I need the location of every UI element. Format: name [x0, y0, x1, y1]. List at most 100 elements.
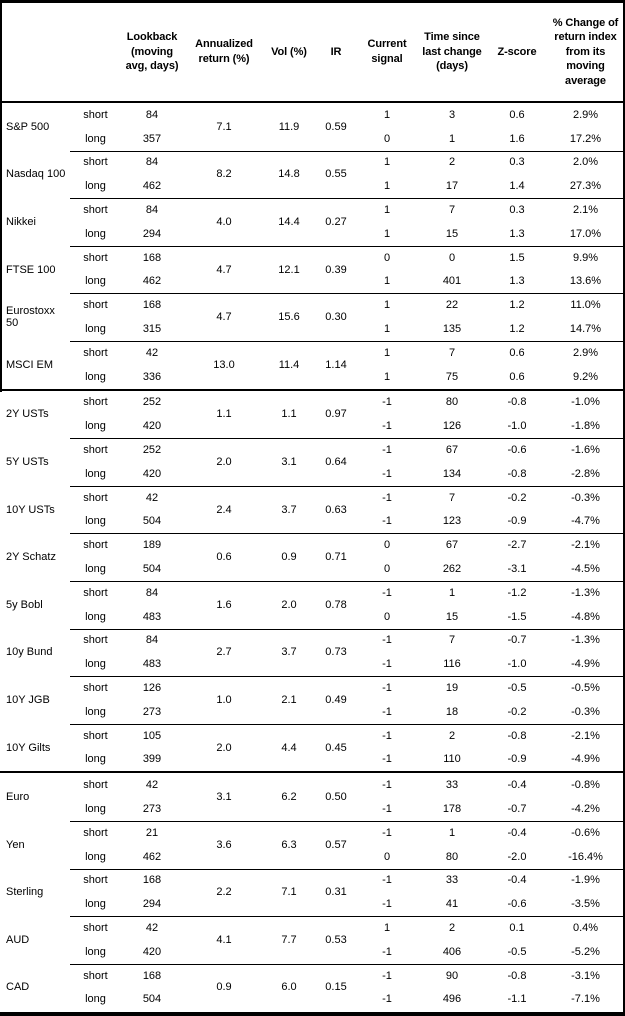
annualized-return: 7.1	[216, 120, 232, 133]
pct-change-long: -5.2%	[571, 945, 600, 958]
vol-value: 7.1	[281, 886, 297, 899]
z-score-long: -1.5	[507, 610, 527, 623]
pct-change-long: -0.3%	[571, 705, 600, 718]
signal-short: -1	[382, 969, 392, 982]
row-label-short: short	[83, 491, 108, 504]
asset-name: Nikkei	[6, 215, 36, 228]
time-since-long: 126	[442, 420, 462, 433]
row-label-long: long	[85, 420, 106, 433]
lookback-long: 294	[142, 227, 162, 240]
annualized-return: 0.6	[216, 551, 232, 564]
asset-name: AUD	[6, 933, 30, 946]
lookback-long: 504	[142, 563, 162, 576]
pct-change-long: 17.2%	[569, 132, 602, 145]
lookback-long: 462	[142, 180, 162, 193]
ir-value: 0.53	[325, 933, 347, 946]
row-label-short: short	[83, 444, 108, 457]
col-header-pct-change: % Change of return index from its moving…	[552, 16, 619, 87]
annualized-return: 2.0	[216, 455, 232, 468]
row-label-short: short	[83, 539, 108, 552]
lookback-short: 168	[142, 969, 162, 982]
z-score-short: -0.7	[507, 634, 527, 647]
row-label-short: short	[83, 251, 108, 264]
lookback-short: 168	[142, 299, 162, 312]
lookback-long: 336	[142, 370, 162, 383]
pct-change-long: -7.1%	[571, 993, 600, 1006]
asset-group-row: 10Y USTs short 42 2.4 3.7 0.63 -1 7 -0.2…	[0, 485, 623, 534]
z-score-long: -2.0	[507, 850, 527, 863]
z-score-short: 0.3	[509, 156, 525, 169]
pct-change-short: -0.3%	[571, 491, 600, 504]
pct-change-long: -4.9%	[571, 753, 600, 766]
table-header-row: Lookback (moving avg, days) Annualized r…	[0, 3, 623, 103]
pct-change-long: -1.8%	[571, 420, 600, 433]
col-header-annualized-return: Annualized return (%)	[195, 38, 253, 65]
ir-value: 1.14	[325, 358, 347, 371]
row-label-long: long	[85, 180, 106, 193]
row-label-short: short	[83, 969, 108, 982]
annualized-return: 1.0	[216, 693, 232, 706]
asset-group-row: Yen short 21 3.6 6.3 0.57 -1 1 -0.4 -0.6…	[0, 820, 623, 869]
row-label-long: long	[85, 753, 106, 766]
table-body: S&P 500 short 84 7.1 11.9 0.59 1 3 0.6 2…	[0, 103, 623, 1011]
annualized-return: 13.0	[213, 358, 235, 371]
asset-group-row: 2Y USTs short 252 1.1 1.1 0.97 -1 80 -0.…	[0, 391, 623, 439]
asset-name: MSCI EM	[6, 358, 54, 371]
corner-horizon-header	[70, 3, 118, 101]
ir-value: 0.27	[325, 215, 347, 228]
asset-name: 10y Bund	[6, 646, 53, 659]
row-label-long: long	[85, 275, 106, 288]
lookback-short: 84	[145, 204, 159, 217]
z-score-short: -0.4	[507, 779, 527, 792]
vol-value: 6.0	[281, 981, 297, 994]
annualized-return: 2.7	[216, 646, 232, 659]
time-since-long: 401	[442, 275, 462, 288]
annualized-return: 2.2	[216, 886, 232, 899]
ir-value: 0.45	[325, 741, 347, 754]
time-since-long: 15	[445, 227, 459, 240]
row-label-long: long	[85, 898, 106, 911]
row-label-long: long	[85, 803, 106, 815]
signal-long: -1	[382, 898, 392, 911]
z-score-long: -0.8	[507, 467, 527, 480]
signal-short: -1	[382, 779, 392, 792]
signal-long: 0	[383, 563, 391, 576]
lookback-short: 126	[142, 682, 162, 695]
col-header-vol: Vol (%)	[271, 45, 307, 58]
annualized-return: 4.0	[216, 215, 232, 228]
time-since-long: 406	[442, 945, 462, 958]
signal-long: 1	[383, 370, 391, 383]
vol-value: 14.4	[278, 215, 300, 228]
time-since-long: 110	[443, 753, 461, 766]
annualized-return: 4.7	[216, 311, 232, 324]
z-score-short: 1.2	[509, 299, 525, 312]
pct-change-short: 2.1%	[572, 204, 599, 217]
asset-name: S&P 500	[6, 120, 50, 133]
lookback-long: 483	[142, 610, 162, 623]
asset-group-row: Eurostoxx 50 short 168 4.7 15.6 0.30 1 2…	[0, 293, 623, 341]
ir-value: 0.15	[325, 981, 347, 994]
pct-change-long: 17.0%	[569, 227, 602, 240]
pct-change-short: 2.9%	[572, 108, 599, 121]
row-label-short: short	[83, 826, 108, 839]
z-score-short: 1.5	[509, 251, 525, 264]
signal-short: 1	[383, 156, 391, 169]
vol-value: 14.8	[278, 168, 300, 181]
asset-group-row: 10Y JGB short 126 1.0 2.1 0.49 -1 19 -0.…	[0, 676, 623, 724]
signal-long: 0	[383, 132, 391, 145]
pct-change-short: -1.3%	[571, 634, 600, 647]
lookback-long: 504	[142, 993, 162, 1006]
time-since-short: 7	[448, 346, 456, 359]
z-score-long: -0.9	[507, 515, 527, 528]
pct-change-short: 2.9%	[572, 346, 599, 359]
time-since-long: 75	[445, 370, 459, 383]
ir-value: 0.49	[325, 693, 347, 706]
table-section: 2Y USTs short 252 1.1 1.1 0.97 -1 80 -0.…	[0, 388, 623, 772]
vol-value: 3.7	[281, 503, 297, 516]
vol-value: 3.1	[281, 455, 297, 468]
vol-value: 7.7	[281, 933, 297, 946]
vol-value: 3.7	[281, 646, 297, 659]
time-since-short: 7	[448, 204, 456, 217]
annualized-return: 0.9	[216, 981, 232, 994]
time-since-short: 0	[448, 251, 456, 264]
